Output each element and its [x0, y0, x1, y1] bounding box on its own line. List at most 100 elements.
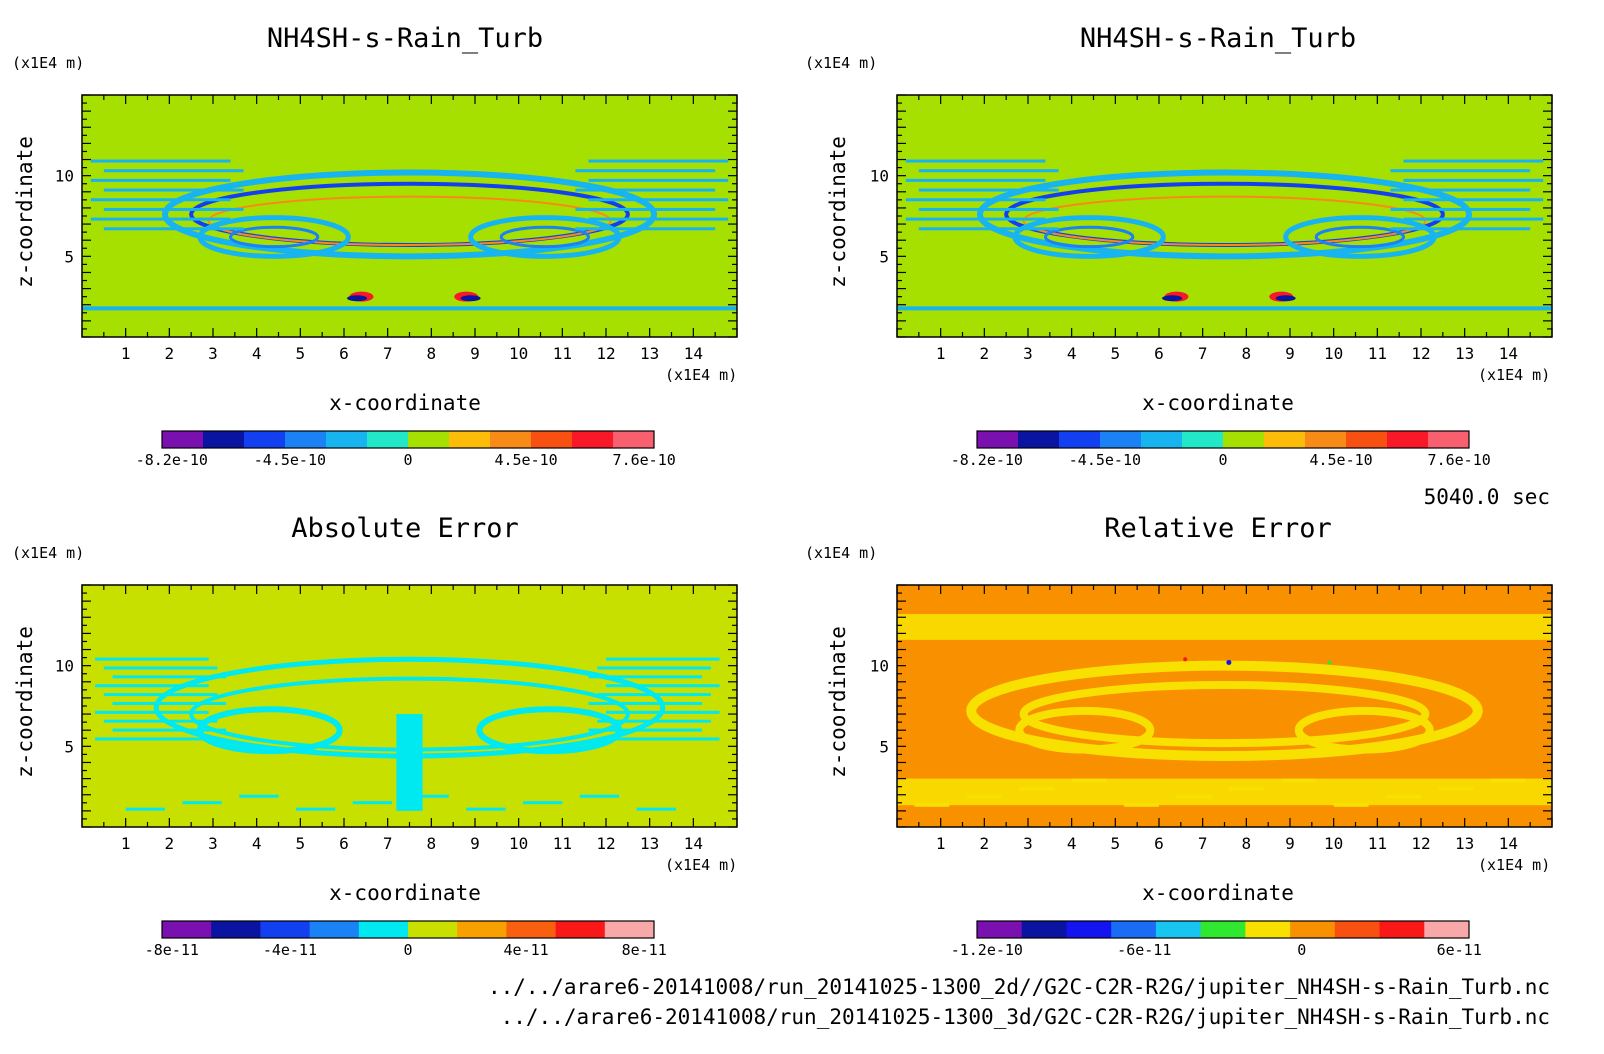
x-unit-label: (x1E4 m)	[665, 366, 737, 384]
panel-bottom-left: Absolute Error (x1E4 m) 1 2 3 4 5 6 7 8 9 10 11 12 1…	[12, 513, 738, 959]
colorbar-swatch	[1428, 431, 1470, 448]
contour-band	[897, 778, 1552, 806]
contour-field	[897, 95, 1552, 337]
x-tick-label: 2	[980, 344, 990, 363]
x-unit-label: (x1E4 m)	[665, 856, 737, 874]
x-tick-label: 2	[165, 834, 175, 853]
colorbar-swatch	[572, 431, 614, 448]
x-tick-label: 10	[1324, 834, 1343, 853]
x-tick-label: 13	[640, 344, 659, 363]
contour-band	[103, 719, 218, 723]
colorbar-swatch	[309, 921, 360, 938]
colorbar-tick-label: 4.5e-10	[1309, 451, 1372, 469]
contour-band	[588, 675, 703, 679]
colorbar-tick-label: 0	[403, 941, 412, 959]
contour-band	[112, 728, 227, 732]
contour-field	[897, 585, 1552, 827]
contour-band	[588, 178, 729, 182]
contour-band	[918, 207, 1059, 211]
contour-band	[103, 188, 244, 192]
colorbar-tick-label: 7.6e-10	[613, 451, 676, 469]
colorbar-swatch	[977, 431, 1019, 448]
colorbar-swatch	[358, 921, 409, 938]
contour-band	[1043, 225, 1135, 249]
colorbar-swatch	[408, 921, 458, 938]
x-tick-label: 9	[1285, 344, 1295, 363]
colorbar-swatch	[203, 431, 245, 448]
x-tick-label: 11	[1368, 834, 1387, 853]
x-tick-label: 5	[296, 834, 306, 853]
colorbar-tick-label: -1.2e-10	[951, 941, 1023, 959]
colorbar-tick-label: -8.2e-10	[951, 451, 1023, 469]
x-tick-label: 5	[1111, 344, 1121, 363]
file-path-line: ../../arare6-20141008/run_20141025-1300_…	[488, 975, 1550, 999]
x-tick-label: 5	[1111, 834, 1121, 853]
contour-band	[579, 794, 620, 798]
contour-band	[1390, 207, 1531, 211]
x-tick-label: 14	[684, 834, 703, 853]
x-tick-label: 7	[383, 344, 393, 363]
colorbar-swatch	[613, 431, 655, 448]
contour-band	[1438, 786, 1474, 791]
x-tick-label: 14	[1499, 344, 1518, 363]
contour-band	[1294, 706, 1434, 754]
contour-band	[95, 710, 209, 714]
time-label: 5040.0 sec	[1424, 485, 1550, 509]
contour-band	[918, 227, 1059, 231]
contour-band	[597, 693, 711, 697]
x-tick-label: 5	[296, 344, 306, 363]
contour-band	[228, 225, 320, 249]
colorbar-tick-label: 6e-11	[1437, 941, 1482, 959]
x-tick-label: 8	[1242, 344, 1252, 363]
contour-band	[1275, 295, 1296, 302]
contour-band	[1327, 660, 1332, 665]
contour-band	[197, 215, 351, 259]
panel-title: NH4SH-s-Rain_Turb	[1080, 23, 1356, 54]
colorbar: -1.2e-10 -6e-11 0 6e-11	[951, 920, 1482, 959]
colorbar-swatch	[162, 431, 204, 448]
x-tick-label: 11	[553, 834, 572, 853]
contour-band	[966, 660, 1483, 762]
x-tick-label: 6	[339, 344, 349, 363]
contour-band	[588, 198, 729, 202]
contour-band	[90, 198, 231, 202]
x-tick-label: 10	[509, 344, 528, 363]
colorbar-tick-label: 7.6e-10	[1428, 451, 1491, 469]
x-tick-label: 4	[252, 834, 262, 853]
x-tick-label: 3	[1023, 344, 1033, 363]
contour-band	[347, 295, 368, 302]
x-tick-label: 3	[208, 344, 218, 363]
x-tick-label: 8	[1242, 834, 1252, 853]
contour-band	[82, 306, 737, 311]
colorbar-tick-label: 0	[1297, 941, 1306, 959]
y-tick-label: 10	[870, 657, 889, 676]
x-tick-label: 13	[1455, 344, 1474, 363]
contour-band	[409, 794, 449, 798]
contour-band	[905, 198, 1046, 202]
panel-title: Relative Error	[1104, 513, 1332, 544]
x-tick-label: 1	[936, 344, 946, 363]
contour-band	[1490, 778, 1526, 783]
colorbar-swatch	[1155, 921, 1202, 938]
contour-band	[1283, 215, 1437, 259]
contour-band	[966, 794, 1002, 799]
contour-band	[103, 169, 244, 173]
contour-band	[239, 794, 279, 798]
colorbar-swatch	[1334, 921, 1381, 938]
file-path-line: ../../arare6-20141008/run_20141025-1300_…	[501, 1005, 1550, 1029]
contour-band	[1390, 188, 1531, 192]
x-tick-label: 10	[1324, 344, 1343, 363]
y-unit-label: (x1E4 m)	[805, 544, 877, 562]
colorbar-swatch	[1245, 921, 1291, 938]
contour-band	[396, 714, 423, 811]
panel-title: Absolute Error	[291, 513, 519, 544]
panel-title: NH4SH-s-Rain_Turb	[267, 23, 543, 54]
contour-band	[207, 195, 612, 247]
x-tick-label: 13	[1455, 834, 1474, 853]
colorbar-swatch	[326, 431, 368, 448]
colorbar-swatch	[457, 921, 507, 938]
